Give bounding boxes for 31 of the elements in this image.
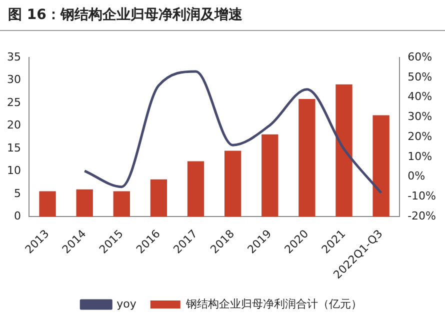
- y2-tick-label: 30%: [408, 110, 432, 124]
- bar: [113, 191, 130, 217]
- bar: [76, 189, 93, 217]
- y-tick-label: 0: [14, 209, 21, 222]
- chart-title: 图 16：钢结构企业归母净利润及增速: [8, 6, 242, 24]
- y2-tick-label: 40%: [408, 90, 432, 104]
- line-series: [83, 70, 382, 194]
- y-tick-label: 5: [14, 186, 21, 200]
- y-tick-label: 10: [6, 164, 21, 178]
- y-tick-label: 15: [6, 141, 21, 154]
- y2-tick-label: 10%: [408, 150, 432, 163]
- bar: [372, 115, 390, 217]
- y-tick-label: 30: [6, 73, 21, 86]
- y2-tick-label: 20%: [408, 130, 432, 143]
- y2-tick-label: 50%: [408, 70, 432, 84]
- bar: [187, 161, 204, 217]
- y2-tick-label: 60%: [408, 50, 432, 64]
- bar: [262, 134, 278, 217]
- y2-tick-label: -20%: [408, 209, 436, 222]
- bar: [150, 179, 168, 217]
- y2-tick-label: 0%: [408, 170, 426, 183]
- bar: [39, 191, 56, 217]
- bar: [298, 98, 316, 217]
- y-tick-label: 20: [6, 118, 21, 132]
- legend-label: yoy: [116, 297, 137, 310]
- y2-tick-label: -10%: [408, 190, 436, 203]
- y-tick-label: 35: [6, 50, 21, 64]
- legend-label: 钢结构企业归母净利润合计（亿元）: [184, 297, 362, 310]
- y-tick-label: 25: [6, 96, 21, 109]
- bar: [224, 150, 242, 217]
- bar: [336, 84, 352, 217]
